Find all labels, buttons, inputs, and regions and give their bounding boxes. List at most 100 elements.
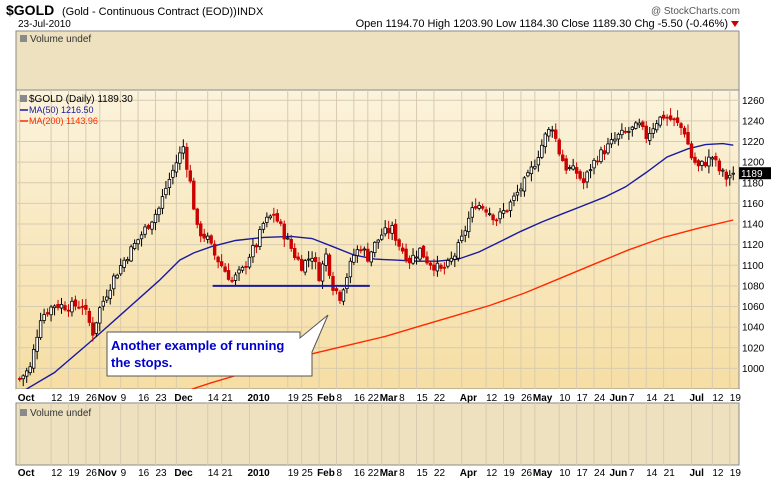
candle (567, 164, 572, 171)
candle (66, 304, 71, 317)
x-axis-labels-bottom: Oct 12 19 26 Nov 9 16 23 Dec 14 21 2010 19 25 Feb 8 16 22… (18, 468, 742, 479)
candle (359, 245, 363, 254)
candle (421, 245, 426, 259)
x-tick-label: 22 (434, 393, 446, 404)
candle (728, 170, 732, 186)
candle (648, 126, 652, 146)
candle (634, 120, 638, 130)
x-tick-label: 8 (399, 393, 405, 404)
x-tick-label: Feb (317, 393, 335, 404)
candle (606, 137, 610, 155)
x-tick-label: 19 (504, 468, 516, 479)
candle (369, 250, 373, 267)
candle (38, 312, 43, 340)
candle (529, 161, 534, 182)
candle (258, 226, 262, 250)
candle (543, 132, 548, 154)
candle (505, 209, 509, 214)
candle (592, 157, 596, 175)
header-ohlc: Open 1194.70 High 1203.90 Low 1184.30 Cl… (356, 18, 728, 30)
candle (380, 228, 384, 241)
y-tick-label: 1220 (742, 137, 765, 148)
candle (686, 124, 690, 146)
candle (487, 207, 492, 217)
candle (661, 110, 666, 121)
x-tick-label: May (533, 468, 553, 479)
candle (536, 150, 541, 172)
candle (59, 297, 64, 314)
x-tick-label: 10 (559, 468, 571, 479)
candle (665, 114, 669, 126)
y-tick-label: 1080 (742, 281, 765, 292)
chart-layout: $GOLD (Gold - Continuous Contract (EOD))… (6, 2, 771, 479)
candle (136, 238, 140, 251)
x-tick-label: 2010 (247, 393, 270, 404)
candle (209, 234, 213, 246)
candle (609, 132, 614, 148)
candle (491, 213, 495, 226)
x-tick-label: 16 (354, 393, 366, 404)
x-tick-label: Oct (18, 393, 35, 404)
candle (526, 169, 530, 178)
x-tick-label: 15 (417, 393, 429, 404)
x-tick-label: 19 (288, 468, 300, 479)
y-tick-label: 1060 (742, 302, 765, 313)
x-tick-label: 12 (712, 468, 724, 479)
candle (338, 290, 342, 304)
x-tick-label: 25 (302, 468, 314, 479)
candle (146, 223, 151, 230)
candle (561, 149, 565, 162)
candle (296, 252, 300, 261)
x-tick-label: 9 (121, 393, 127, 404)
candle (286, 233, 290, 240)
candle (578, 169, 582, 181)
candle (435, 255, 440, 277)
x-tick-label: 14 (646, 393, 658, 404)
candle (91, 316, 95, 342)
candle (654, 119, 659, 133)
x-tick-label: 22 (368, 468, 380, 479)
candle (324, 248, 328, 272)
x-tick-label: 17 (577, 393, 589, 404)
candle (672, 117, 676, 127)
candle (442, 262, 447, 275)
candle (515, 184, 520, 202)
y-axis-labels: 1000 1020 1040 1060 1080 1100 1120 1140 1160 1180… (742, 96, 765, 375)
candle (219, 254, 224, 268)
candle (216, 255, 220, 269)
candle (313, 252, 318, 270)
candle (717, 158, 722, 175)
candle (557, 138, 561, 157)
x-tick-label: 21 (222, 393, 234, 404)
candle (35, 329, 39, 360)
candle (630, 125, 635, 137)
candle (261, 221, 266, 234)
candle (115, 273, 119, 280)
candle (52, 304, 57, 316)
candle (366, 242, 370, 263)
y-tick-label: 1000 (742, 364, 765, 375)
x-tick-label: 26 (86, 393, 98, 404)
candle (223, 263, 227, 273)
candle (118, 258, 123, 276)
candle (327, 253, 332, 279)
candle (185, 142, 189, 178)
candle (376, 238, 380, 249)
header-exchange: INDX (237, 6, 264, 18)
annotation-callout: Another example of running the stops. (106, 314, 329, 377)
x-tick-label: 15 (417, 468, 429, 479)
candle (540, 139, 544, 160)
x-tick-label: May (533, 393, 553, 404)
candle (522, 176, 527, 197)
annotation-line1: Another example of running (111, 338, 284, 353)
candle (334, 286, 339, 295)
candle (345, 273, 349, 294)
candle (564, 155, 568, 175)
candle (585, 170, 589, 189)
candle (125, 256, 130, 264)
candle (651, 122, 655, 139)
candle (289, 234, 293, 252)
y-tick-label: 1260 (742, 96, 765, 107)
candle (306, 251, 311, 268)
y-tick-label: 1240 (742, 116, 765, 127)
